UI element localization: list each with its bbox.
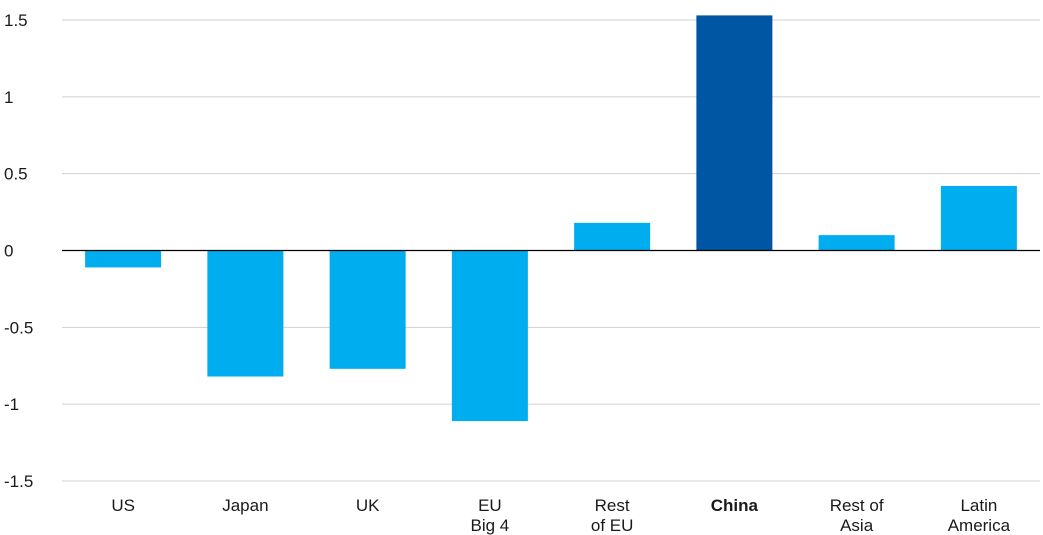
category-label: UK [356,496,380,515]
y-tick-label: 1.5 [4,11,28,30]
category-label: America [948,516,1011,535]
bar [329,250,406,369]
y-tick-label: -1.5 [4,472,33,491]
category-label: Big 4 [471,516,510,535]
bar [940,185,1017,251]
bar [818,235,895,251]
category-label: Rest [595,496,630,515]
bar [451,250,528,422]
bars [85,15,1017,422]
bar [207,250,284,377]
bar [574,222,651,251]
category-label: Japan [222,496,268,515]
bar [85,250,162,268]
category-label: US [111,496,135,515]
y-tick-label: -1 [4,395,19,414]
category-label: Latin [960,496,997,515]
y-tick-label: 0 [4,242,13,261]
category-label: Asia [840,516,874,535]
y-tick-label: 1 [4,88,13,107]
y-tick-label: -0.5 [4,318,33,337]
category-label: EU [478,496,502,515]
category-label: China [711,496,759,515]
category-label: Rest of [830,496,884,515]
y-tick-label: 0.5 [4,165,28,184]
bar [696,15,773,251]
category-label: of EU [591,516,634,535]
y-axis-tick-labels: 1.5 1 0.5 0 -0.5 -1 -1.5 [4,11,33,491]
